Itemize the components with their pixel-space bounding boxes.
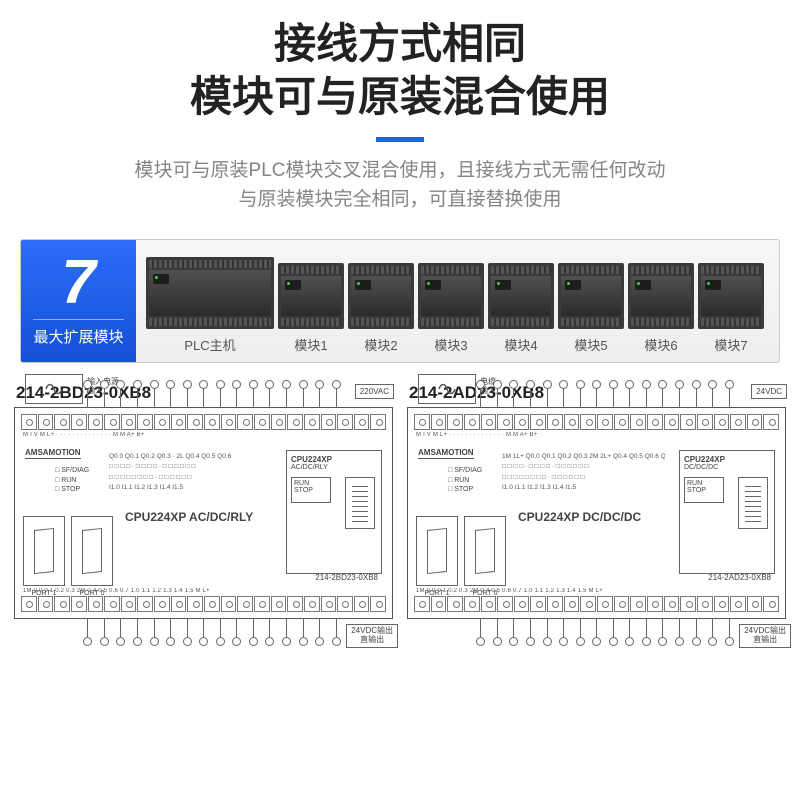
- dc-tag-right: 24VDC输出直输出: [739, 624, 791, 648]
- io-row-i: I1.0 I1.1 I1.2 I1.3 I1.4 I1.5: [502, 483, 665, 493]
- ext-module-icon: [698, 263, 764, 329]
- io-led-grid: 1M 1L+ Q0.0 Q0.1 Q0.2 Q0.3 2M 2L+ Q0.4 Q…: [502, 452, 665, 494]
- dc-tag-left: 24VDC输出直输出: [346, 624, 398, 648]
- cpu-box-left: CPU224XP AC/DC/RLY RUN STOP: [286, 450, 382, 574]
- ext-module-label: 模块7: [714, 335, 747, 354]
- switch-run: RUN: [687, 480, 721, 487]
- cpu-box-title: CPU224XP: [291, 455, 377, 464]
- ext-module-label: 模块6: [644, 335, 677, 354]
- status-leds: SF/DIAG RUN STOP: [55, 466, 89, 495]
- title-line-1: 接线方式相同: [0, 18, 800, 71]
- port0-icon: PORT 0: [464, 516, 506, 586]
- cpu-box-right: CPU224XP DC/DC/DC RUN STOP: [679, 450, 775, 574]
- ac-tag-left: 220VAC: [355, 384, 394, 399]
- brand-label: AMSAMOTION: [25, 448, 81, 459]
- led-stop: STOP: [448, 485, 482, 495]
- led-sfdiag: SF/DIAG: [448, 466, 482, 476]
- ext-module-label: 模块4: [504, 335, 537, 354]
- run-stop-switch-icon: RUN STOP: [291, 477, 331, 503]
- io-led-grid: Q0.0 Q0.1 Q0.2 Q0.3 · 2L Q0.4 Q0.5 Q0.6 …: [109, 452, 272, 494]
- io-row-i: I1.0 I1.1 I1.2 I1.3 I1.4 I1.5: [109, 483, 272, 493]
- bottom-wires: [472, 618, 737, 642]
- cpu-box-sub: AC/DC/RLY: [291, 464, 377, 471]
- bottom-wires: [79, 618, 344, 642]
- ext-module-3: 模块3: [418, 263, 484, 354]
- ext-module-label: 模块3: [434, 335, 467, 354]
- power-input-icon: [25, 374, 83, 404]
- ext-module-icon: [488, 263, 554, 329]
- status-leds: SF/DIAG RUN STOP: [448, 466, 482, 495]
- led-stop: STOP: [55, 485, 89, 495]
- ports-right: PORT 1 PORT 0: [416, 516, 506, 586]
- brand-label: AMSAMOTION: [418, 448, 474, 459]
- switch-stop: STOP: [294, 487, 328, 494]
- plc-main-label: PLC主机: [184, 335, 235, 354]
- board-right: 电缆输入 24VDC M I V M L+ · · · · · · · · · …: [407, 407, 786, 619]
- port0-icon: PORT 0: [71, 516, 113, 586]
- ext-module-icon: [278, 263, 344, 329]
- subtitle-line-2: 与原装模块完全相同，可直接替换使用: [0, 185, 800, 214]
- io-row-q: Q0.0 Q0.1 Q0.2 Q0.3 · 2L Q0.4 Q0.5 Q0.6: [109, 452, 272, 462]
- module-list: PLC主机 模块1 模块2 模块3 模块4 模块5 模块6 模块7: [136, 240, 779, 362]
- top-terminal-labels: M I V M L+ · · · · · · · · · · · · · · M…: [23, 432, 384, 438]
- port1-icon: PORT 1: [416, 516, 458, 586]
- switch-run: RUN: [294, 480, 328, 487]
- bottom-terminal-labels: 1M 0.0 0.1 0.2 0.3 2M 0.4 0.5 0.6 0.7 1.…: [23, 588, 384, 594]
- diagram-left: 214-2BD23-0XB8 输入电源输入 220VAC M I V M L+ …: [14, 383, 393, 619]
- ports-left: PORT 1 PORT 0: [23, 516, 113, 586]
- run-stop-switch-icon: RUN STOP: [684, 477, 724, 503]
- ext-module-2: 模块2: [348, 263, 414, 354]
- header: 接线方式相同 模块可与原装混合使用 模块可与原装PLC模块交叉混合使用，且接线方…: [0, 0, 800, 215]
- led-run: RUN: [448, 476, 482, 486]
- top-terminals: [414, 414, 779, 430]
- top-terminal-labels: M I V M L+ · · · · · · · · · · · · · · M…: [416, 432, 777, 438]
- power-input-icon: [418, 374, 476, 404]
- divider: [376, 137, 424, 142]
- top-terminals: [21, 414, 386, 430]
- ext-module-icon: [418, 263, 484, 329]
- ext-module-5: 模块5: [558, 263, 624, 354]
- board-left: 输入电源输入 220VAC M I V M L+ · · · · · · · ·…: [14, 407, 393, 619]
- top-wires: [472, 384, 737, 408]
- subtitle-line-1: 模块可与原装PLC模块交叉混合使用，且接线方式无需任何改动: [0, 156, 800, 185]
- ext-module-icon: [348, 263, 414, 329]
- cpu-name-left: CPU224XP AC/DC/RLY: [125, 510, 253, 524]
- ext-module-label: 模块5: [574, 335, 607, 354]
- module-strip: 7 最大扩展模块 PLC主机 模块1 模块2 模块3 模块4 模块5 模块6 模块7: [20, 239, 780, 363]
- ext-module-label: 模块1: [294, 335, 327, 354]
- expansion-badge: 7 最大扩展模块: [21, 240, 136, 362]
- io-row-q: 1M 1L+ Q0.0 Q0.1 Q0.2 Q0.3 2M 2L+ Q0.4 Q…: [502, 452, 665, 462]
- ext-module-icon: [628, 263, 694, 329]
- bottom-terminals: [21, 596, 386, 612]
- cpu-box-sub: DC/DC/DC: [684, 464, 770, 471]
- title-line-2: 模块可与原装混合使用: [0, 71, 800, 124]
- model-inside-left: 214-2BD23-0XB8: [315, 573, 378, 582]
- badge-label: 最大扩展模块: [33, 319, 123, 347]
- cpu-name-right: CPU224XP DC/DC/DC: [518, 510, 641, 524]
- diagram-right: 214-2AD23-0XB8 电缆输入 24VDC M I V M L+ · ·…: [407, 383, 786, 619]
- ext-module-4: 模块4: [488, 263, 554, 354]
- cpu-box-title: CPU224XP: [684, 455, 770, 464]
- ext-module-icon: [558, 263, 624, 329]
- led-sfdiag: SF/DIAG: [55, 466, 89, 476]
- expansion-connector-icon: [738, 477, 768, 529]
- ext-module-1: 模块1: [278, 263, 344, 354]
- ext-module-7: 模块7: [698, 263, 764, 354]
- ext-module-label: 模块2: [364, 335, 397, 354]
- led-run: RUN: [55, 476, 89, 486]
- top-wires: [79, 384, 344, 408]
- bottom-terminals: [414, 596, 779, 612]
- plc-main-icon: [146, 257, 274, 329]
- badge-number: 7: [61, 255, 95, 311]
- plc-main-module: PLC主机: [146, 257, 274, 354]
- port1-icon: PORT 1: [23, 516, 65, 586]
- switch-stop: STOP: [687, 487, 721, 494]
- model-inside-right: 214-2AD23-0XB8: [708, 573, 771, 582]
- wiring-diagrams: 214-2BD23-0XB8 输入电源输入 220VAC M I V M L+ …: [0, 363, 800, 619]
- bottom-terminal-labels: 1M 0.0 0.1 0.2 0.3 2M 0.4 0.5 0.6 0.7 1.…: [416, 588, 777, 594]
- expansion-connector-icon: [345, 477, 375, 529]
- dc-in-tag-right: 24VDC: [751, 384, 787, 399]
- ext-module-6: 模块6: [628, 263, 694, 354]
